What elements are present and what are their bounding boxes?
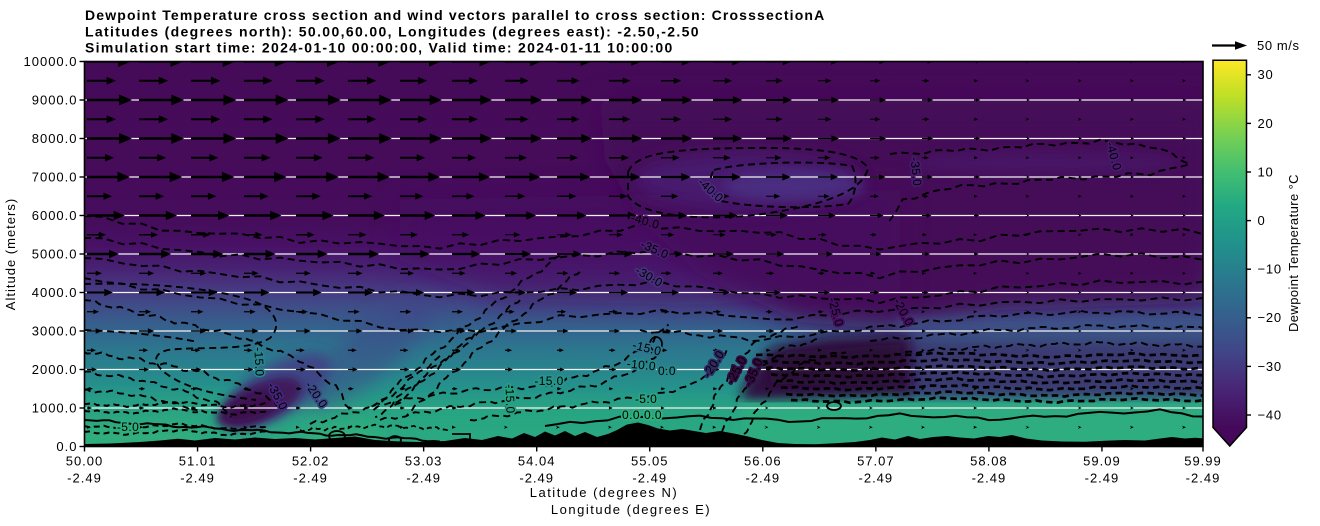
- svg-text:-2.49: -2.49: [745, 471, 780, 486]
- svg-text:9000.0: 9000.0: [32, 92, 78, 107]
- svg-text:−10: −10: [1258, 262, 1282, 277]
- svg-text:Altitude (meters): Altitude (meters): [3, 198, 18, 310]
- svg-text:-2.49: -2.49: [293, 471, 328, 486]
- svg-text:Latitude (degrees N): Latitude (degrees N): [530, 485, 679, 500]
- svg-text:-2.49: -2.49: [519, 471, 554, 486]
- svg-text:59.09: 59.09: [1083, 454, 1121, 469]
- svg-text:-15.0: -15.0: [251, 347, 267, 377]
- svg-text:10000.0: 10000.0: [24, 54, 78, 69]
- svg-text:-2.49: -2.49: [972, 471, 1007, 486]
- svg-text:59.99: 59.99: [1184, 454, 1222, 469]
- svg-text:55.05: 55.05: [631, 454, 669, 469]
- svg-text:0.0: 0.0: [56, 439, 77, 454]
- svg-text:−30: −30: [1258, 359, 1282, 374]
- svg-text:Latitudes (degrees north): 50.: Latitudes (degrees north): 50.00,60.00, …: [85, 23, 700, 39]
- svg-text:54.04: 54.04: [518, 454, 556, 469]
- svg-text:-2.49: -2.49: [406, 471, 441, 486]
- svg-text:-5.0: -5.0: [117, 420, 139, 434]
- svg-text:7000.0: 7000.0: [32, 169, 78, 184]
- svg-text:20: 20: [1258, 116, 1274, 131]
- svg-text:-2.49: -2.49: [1186, 471, 1221, 486]
- svg-text:2000.0: 2000.0: [32, 362, 78, 377]
- svg-text:0.0: 0.0: [622, 408, 640, 422]
- svg-text:10: 10: [1258, 164, 1274, 179]
- svg-text:8000.0: 8000.0: [32, 131, 78, 146]
- svg-text:5000.0: 5000.0: [32, 246, 78, 261]
- svg-text:-5.0: -5.0: [635, 392, 657, 406]
- svg-text:3000.0: 3000.0: [32, 323, 78, 338]
- svg-text:-35.0: -35.0: [907, 156, 924, 187]
- svg-text:0.0: 0.0: [644, 408, 662, 422]
- svg-text:-2.49: -2.49: [180, 471, 215, 486]
- svg-text:-15.0: -15.0: [502, 384, 517, 414]
- svg-text:58.08: 58.08: [970, 454, 1008, 469]
- svg-text:-2.49: -2.49: [859, 471, 894, 486]
- svg-text:6000.0: 6000.0: [32, 208, 78, 223]
- svg-text:-2.49: -2.49: [67, 471, 102, 486]
- svg-text:51.01: 51.01: [179, 454, 217, 469]
- svg-text:-2.49: -2.49: [1085, 471, 1120, 486]
- svg-text:-2.49: -2.49: [632, 471, 667, 486]
- svg-text:−20: −20: [1258, 310, 1282, 325]
- svg-text:−40: −40: [1258, 407, 1282, 422]
- svg-text:1000.0: 1000.0: [32, 400, 78, 415]
- svg-text:4000.0: 4000.0: [32, 285, 78, 300]
- svg-text:53.03: 53.03: [405, 454, 443, 469]
- svg-text:56.06: 56.06: [744, 454, 782, 469]
- svg-text:30: 30: [1258, 67, 1274, 82]
- svg-text:0: 0: [1258, 213, 1266, 228]
- svg-text:-10.0: -10.0: [626, 357, 657, 374]
- svg-text:50 m/s: 50 m/s: [1257, 38, 1300, 53]
- svg-text:-15.0: -15.0: [534, 374, 563, 388]
- svg-text:Longitude (degrees E): Longitude (degrees E): [551, 502, 711, 517]
- svg-text:0.0: 0.0: [658, 364, 676, 378]
- svg-text:50.00: 50.00: [66, 454, 104, 469]
- svg-text:Dewpoint Temperature °C: Dewpoint Temperature °C: [1286, 174, 1301, 332]
- svg-text:Simulation start time: 2024-01: Simulation start time: 2024-01-10 00:00:…: [85, 40, 674, 56]
- svg-text:Dewpoint Temperature cross sec: Dewpoint Temperature cross section and w…: [85, 7, 825, 23]
- svg-text:52.02: 52.02: [292, 454, 330, 469]
- svg-text:57.07: 57.07: [857, 454, 895, 469]
